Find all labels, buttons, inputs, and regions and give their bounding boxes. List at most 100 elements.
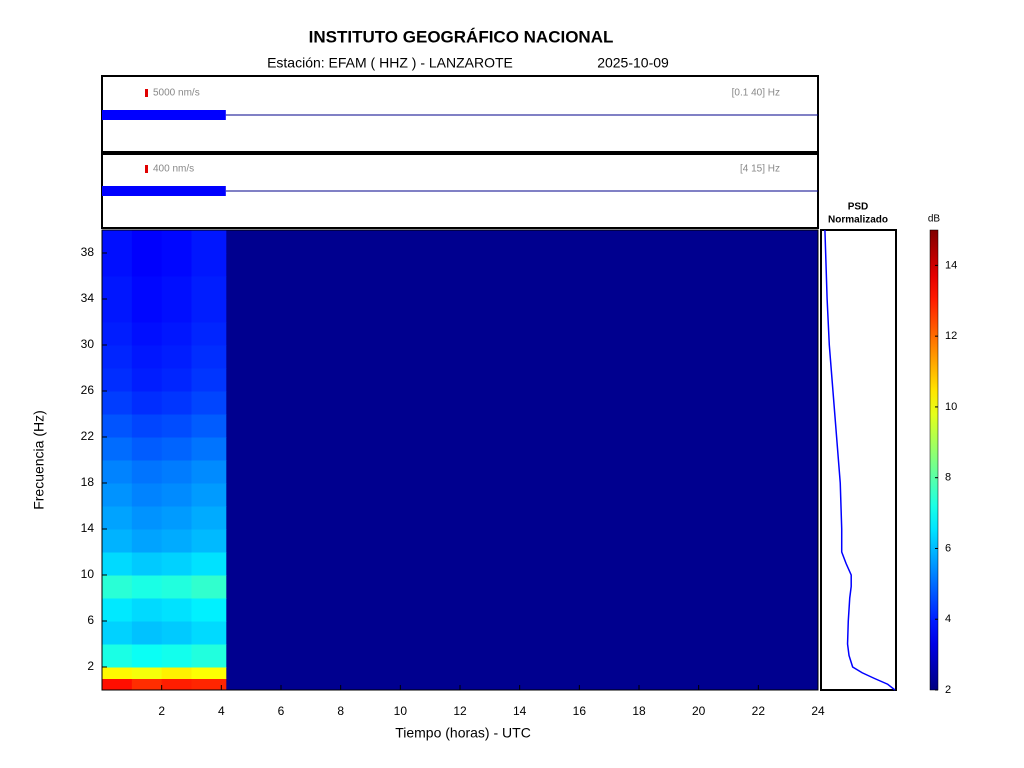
date: 2025-10-09	[597, 55, 669, 71]
colorbar-tick-label: 4	[945, 613, 951, 625]
trace-band: [4 15] Hz	[740, 164, 780, 175]
x-tick-label: 22	[752, 704, 766, 718]
heatmap-cell	[131, 667, 163, 679]
y-tick-label: 38	[81, 245, 95, 259]
heatmap-cell	[191, 506, 227, 530]
heatmap-cell	[191, 644, 227, 668]
heatmap-cell	[191, 598, 227, 622]
y-tick-label: 10	[81, 567, 95, 581]
heatmap-cell	[191, 322, 227, 346]
heatmap-cell	[102, 391, 133, 415]
heatmap-cell	[131, 345, 163, 369]
heatmap-cell	[161, 391, 192, 415]
heatmap-cell	[131, 276, 163, 300]
heatmap-cell	[131, 529, 163, 553]
heatmap-cell	[102, 345, 133, 369]
x-tick-label: 8	[337, 704, 344, 718]
heatmap-cell	[102, 644, 133, 668]
colorbar-tick-label: 8	[945, 472, 951, 484]
x-tick-label: 10	[394, 704, 408, 718]
heatmap-cell	[102, 552, 133, 576]
colorbar-tick-label: 10	[945, 401, 957, 413]
heatmap-cell	[161, 598, 192, 622]
psd-title: Normalizado	[828, 215, 888, 226]
heatmap-cell	[131, 299, 163, 323]
heatmap-cell	[191, 529, 227, 553]
subtitle: Estación: EFAM ( HHZ ) - LANZAROTE	[267, 55, 513, 71]
heatmap-cell	[161, 345, 192, 369]
psd-line	[824, 229, 896, 691]
heatmap-cell	[131, 506, 163, 530]
heatmap-cell	[191, 575, 227, 599]
x-tick-label: 6	[278, 704, 285, 718]
heatmap-cell	[131, 483, 163, 507]
x-tick-label: 20	[692, 704, 706, 718]
heatmap-cell	[131, 598, 163, 622]
heatmap-cell	[102, 368, 133, 392]
y-tick-label: 2	[87, 659, 94, 673]
heatmap-cell	[102, 483, 133, 507]
x-tick-label: 14	[513, 704, 527, 718]
x-tick-label: 18	[632, 704, 646, 718]
heatmap-cell	[161, 678, 192, 691]
colorbar-tick-label: 2	[945, 684, 951, 696]
heatmap-cell	[131, 391, 163, 415]
x-tick-label: 12	[453, 704, 467, 718]
heatmap-cell	[102, 460, 133, 484]
heatmap-cell	[131, 322, 163, 346]
heatmap-cell	[102, 414, 133, 438]
y-tick-label: 6	[87, 613, 94, 627]
psd-title: PSD	[848, 202, 869, 213]
scale-bar	[145, 89, 148, 97]
heatmap-cell	[191, 667, 227, 679]
heatmap-cell	[191, 414, 227, 438]
heatmap-cell	[102, 299, 133, 323]
heatmap-cell	[131, 644, 163, 668]
trace-scale: 400 nm/s	[153, 164, 194, 175]
heatmap-cell	[102, 506, 133, 530]
y-tick-label: 30	[81, 337, 95, 351]
heatmap-cell	[131, 575, 163, 599]
heatmap-cell	[102, 678, 133, 691]
heatmap-cell	[131, 437, 163, 461]
heatmap-cell	[191, 253, 227, 277]
heatmap-cell	[102, 575, 133, 599]
heatmap-cell	[191, 391, 227, 415]
y-tick-label: 22	[81, 429, 95, 443]
heatmap-cell	[161, 368, 192, 392]
y-tick-label: 34	[81, 291, 95, 305]
heatmap-cell	[191, 437, 227, 461]
heatmap-cell	[131, 552, 163, 576]
y-tick-label: 18	[81, 475, 95, 489]
colorbar	[929, 229, 939, 691]
heatmap-cell	[161, 460, 192, 484]
heatmap-cell	[102, 276, 133, 300]
x-tick-label: 16	[573, 704, 587, 718]
heatmap-cell	[161, 529, 192, 553]
trace-waveform	[102, 110, 226, 120]
heatmap-cell	[161, 437, 192, 461]
colorbar-tick-label: 12	[945, 330, 957, 342]
heatmap-cell	[161, 322, 192, 346]
y-tick-label: 26	[81, 383, 95, 397]
heatmap-cell	[161, 230, 192, 254]
heatmap-cell	[191, 368, 227, 392]
heatmap-cell	[161, 276, 192, 300]
heatmap-cell	[102, 322, 133, 346]
x-axis-label: Tiempo (horas) - UTC	[395, 725, 531, 741]
y-tick-label: 14	[81, 521, 95, 535]
heatmap-cell	[191, 276, 227, 300]
heatmap-cell	[161, 414, 192, 438]
heatmap-cell	[161, 253, 192, 277]
heatmap-cell	[131, 678, 163, 691]
heatmap-cell	[131, 460, 163, 484]
heatmap-cell	[161, 552, 192, 576]
scale-bar	[145, 165, 148, 173]
heatmap-cell	[131, 621, 163, 645]
trace-scale: 5000 nm/s	[153, 88, 200, 99]
heatmap-cell	[131, 230, 163, 254]
y-axis-label: Frecuencia (Hz)	[31, 410, 47, 510]
psd-frame	[820, 229, 897, 691]
heatmap-cell	[191, 230, 227, 254]
